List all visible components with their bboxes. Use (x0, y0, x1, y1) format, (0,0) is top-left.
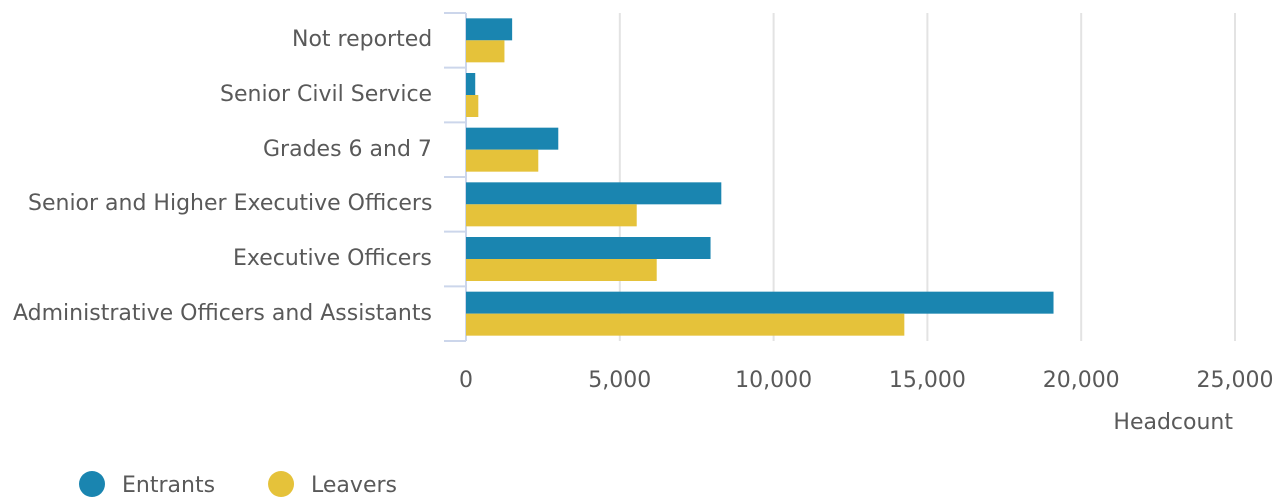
x-tick-label: 5,000 (588, 368, 651, 393)
bar (466, 73, 476, 95)
bar (466, 40, 505, 63)
legend-label: Leavers (311, 473, 397, 497)
y-tick-label: Administrative Officers and Assistants (13, 300, 432, 326)
bar (466, 127, 559, 150)
y-tick-label: Senior and Higher Executive Officers (28, 191, 433, 217)
legend-label: Entrants (122, 473, 215, 497)
x-axis-label: Headcount (1113, 410, 1233, 435)
legend-swatch (268, 471, 295, 497)
x-tick-label: 10,000 (735, 368, 812, 393)
bar (466, 313, 905, 336)
bar (466, 149, 539, 172)
legend-swatch (79, 471, 105, 497)
bar (466, 291, 1054, 314)
x-tick-label: 25,000 (1197, 368, 1274, 393)
y-tick-label: Not reported (292, 27, 433, 53)
bar (466, 259, 657, 281)
bar (466, 204, 637, 227)
x-tick-label: 15,000 (889, 368, 966, 393)
y-tick-label: Executive Officers (233, 246, 432, 271)
bar (466, 182, 722, 205)
bar (466, 95, 479, 117)
bar (466, 237, 711, 259)
x-tick-label: 20,000 (1043, 368, 1120, 393)
x-tick-label: 0 (459, 368, 473, 393)
y-tick-label: Senior Civil Service (220, 82, 433, 107)
bar (466, 18, 513, 41)
y-tick-label: Grades 6 and 7 (263, 136, 432, 162)
